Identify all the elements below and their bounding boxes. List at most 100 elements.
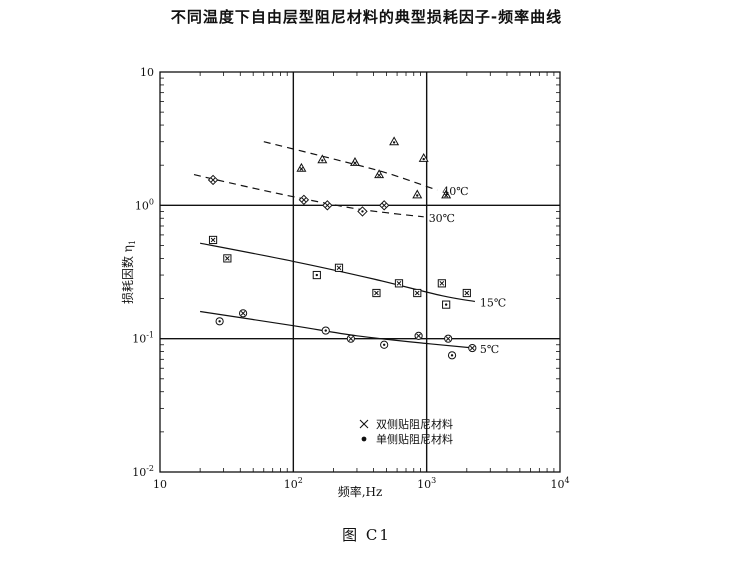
legend-dot-icon xyxy=(361,436,367,442)
series-label: 30℃ xyxy=(429,212,455,225)
series-labels: 40℃ 30℃ 15℃ 5℃ xyxy=(429,185,507,356)
y-tick-exp: -1 xyxy=(146,331,154,340)
data-point xyxy=(389,136,400,146)
x-tick-exp: 2 xyxy=(298,476,303,485)
y-tick-exp: 0 xyxy=(149,197,154,206)
data-point xyxy=(380,340,389,349)
data-point xyxy=(412,189,423,199)
x-tick-base: 10 xyxy=(417,478,431,491)
double-side-cross xyxy=(240,310,246,316)
x-tick-exp: 4 xyxy=(564,476,569,485)
double-side-cross xyxy=(464,290,470,296)
data-point xyxy=(442,300,451,309)
x-tick-exp: 3 xyxy=(431,476,436,485)
data-point xyxy=(207,174,219,186)
single-side-dot xyxy=(422,157,425,161)
marker-triangle xyxy=(296,162,307,172)
legend-label: 双侧贴阻尼材料 xyxy=(376,417,453,431)
data-point xyxy=(349,157,360,166)
single-side-dot xyxy=(324,329,327,332)
data-point xyxy=(322,200,333,211)
double-side-cross xyxy=(439,281,445,286)
y-tick-base: 10 xyxy=(132,466,146,479)
single-side-dot xyxy=(416,194,419,197)
double-side-cross xyxy=(336,265,342,271)
double-side-cross xyxy=(225,256,230,261)
marker-triangle xyxy=(418,153,429,162)
double-side-cross xyxy=(416,333,421,339)
data-point xyxy=(208,235,218,245)
marker-triangle xyxy=(374,169,385,179)
data-point xyxy=(312,270,321,280)
marker-triangle xyxy=(349,157,360,166)
double-side-cross xyxy=(299,166,304,171)
x-tick-label: 102 xyxy=(284,476,303,491)
data-point xyxy=(394,279,404,288)
double-side-cross xyxy=(210,177,216,183)
fit-curve xyxy=(193,174,424,218)
data-point xyxy=(372,288,381,298)
data-point xyxy=(223,254,232,263)
figure-caption: 图 C1 xyxy=(342,526,391,544)
double-side-cross xyxy=(325,202,330,208)
x-tick-base: 10 xyxy=(550,478,564,491)
double-side-cross xyxy=(445,336,451,342)
single-side-dot xyxy=(444,303,448,306)
fit-curve xyxy=(199,242,476,303)
data-point xyxy=(357,206,368,217)
double-side-cross xyxy=(377,173,382,178)
data-point xyxy=(414,331,423,340)
data-point xyxy=(444,334,453,343)
series-label: 15℃ xyxy=(480,296,506,309)
y-tick-base: 10 xyxy=(132,333,146,346)
legend-cross-icon xyxy=(359,419,369,429)
y-axis-label-subscript: 1 xyxy=(128,240,137,245)
y-tick-label: 100 xyxy=(135,197,154,212)
data-points xyxy=(207,136,477,360)
legend-entry: 双侧贴阻尼材料 xyxy=(359,417,453,431)
marker-triangle xyxy=(317,154,328,164)
y-tick-exp: -2 xyxy=(146,464,154,473)
double-side-cross xyxy=(414,290,420,296)
marker-triangle xyxy=(389,136,400,146)
double-side-cross xyxy=(444,193,449,198)
y-tick-label: 10-1 xyxy=(132,331,154,346)
data-point xyxy=(374,169,385,179)
data-point xyxy=(296,162,307,172)
legend-entry: 单侧贴阻尼材料 xyxy=(361,432,453,446)
y-tick-label: 10-2 xyxy=(132,464,154,479)
double-side-cross xyxy=(348,336,354,342)
double-side-cross xyxy=(374,290,379,296)
double-side-cross xyxy=(381,202,387,208)
data-point xyxy=(437,279,446,288)
double-side-cross xyxy=(469,345,475,351)
single-side-dot xyxy=(315,273,319,277)
fit-curve xyxy=(200,310,475,349)
y-axis-label-main: 损耗因数 η xyxy=(120,245,135,304)
data-point xyxy=(298,194,310,206)
single-side-dot xyxy=(382,343,386,346)
x-tick-base: 10 xyxy=(284,478,298,491)
double-side-cross xyxy=(396,281,402,286)
single-side-dot xyxy=(361,210,364,213)
single-side-dot xyxy=(218,320,221,323)
y-axis-label: 损耗因数 η1 xyxy=(120,240,137,304)
marker-triangle xyxy=(412,189,423,199)
data-point xyxy=(462,288,471,298)
grid-lines xyxy=(160,72,560,472)
x-tick-label: 104 xyxy=(550,476,569,491)
y-tick-base: 10 xyxy=(135,199,149,212)
y-tick-base: 10 xyxy=(140,66,154,79)
legend-label: 单侧贴阻尼材料 xyxy=(376,432,453,446)
plot-area-frame xyxy=(159,71,561,473)
data-point xyxy=(418,153,429,162)
x-tick-base: 10 xyxy=(153,478,167,491)
data-point xyxy=(238,309,248,318)
data-point xyxy=(413,288,422,298)
page-title: 不同温度下自由层型阻尼材料的典型损耗因子-频率曲线 xyxy=(170,8,563,26)
single-side-dot xyxy=(321,159,324,162)
single-side-dot xyxy=(392,141,396,144)
double-side-cross xyxy=(353,161,357,166)
